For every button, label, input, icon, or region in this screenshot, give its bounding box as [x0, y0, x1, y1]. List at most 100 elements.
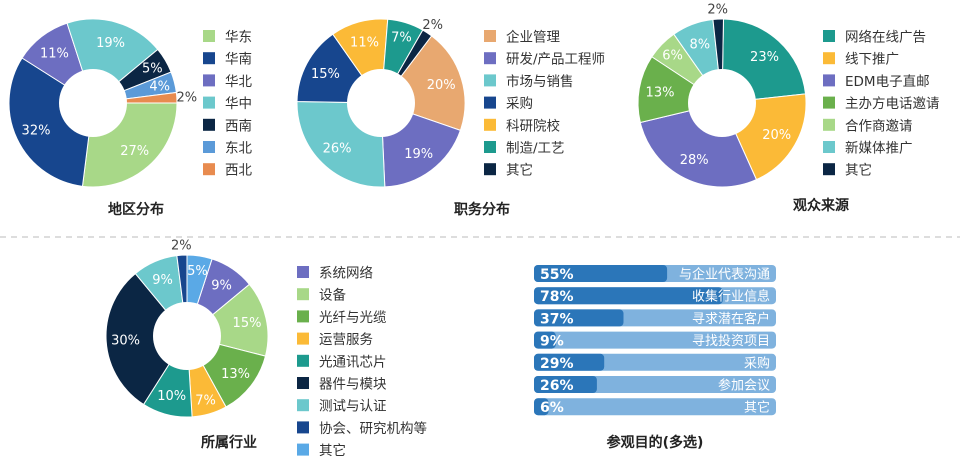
legend-label: 测试与认证: [319, 399, 387, 415]
legend-label: 西南: [225, 118, 252, 134]
job-function-chart: 20% 19% 26% 15% 11% 7% 2% 企业管理研发/产品工程师市场与销售采购科研…: [296, 18, 605, 218]
slice-value-label: 5%: [187, 264, 208, 279]
legend-swatch: [484, 30, 496, 42]
bar-category-label: 其它: [744, 400, 770, 416]
slice-value-label: 11%: [40, 47, 69, 62]
legend-swatch: [203, 118, 215, 131]
legend-swatch: [297, 399, 309, 412]
industry-chart: 9% 15% 13% 7% 10% 30% 9% 2% 5% 系统网络设备光纤与光缆运营服务光通讯…: [105, 239, 427, 459]
slice-value-label: 15%: [311, 67, 340, 82]
legend-label: 企业管理: [506, 29, 560, 46]
legend-label: 华中: [225, 96, 252, 112]
slice-value-label: 13%: [646, 86, 675, 101]
bar-fill: [534, 287, 723, 305]
slice-value-label: 19%: [404, 147, 433, 162]
bar-fill: [534, 331, 556, 349]
legend-label: 新媒体推广: [845, 141, 913, 157]
legend-swatch: [297, 266, 309, 278]
bar-fill: [534, 309, 624, 327]
bar-category-label: 参加会议: [718, 378, 770, 394]
slice-value-label: 32%: [22, 123, 51, 138]
slice-value-label: 8%: [689, 38, 710, 53]
legend-swatch: [203, 96, 215, 109]
bar-category-label: 收集行业信息: [692, 289, 770, 305]
chart-title: 地区分布: [108, 201, 164, 218]
slice-value-label: 11%: [350, 36, 379, 51]
legend-swatch: [203, 52, 215, 65]
legend-label: 华北: [225, 74, 252, 90]
legend-swatch: [823, 141, 835, 153]
legend-label: 西北: [225, 163, 252, 179]
slice-value-label: 28%: [680, 153, 709, 168]
bar-fill: [534, 353, 605, 371]
bar-category-label: 寻找投资项目: [692, 333, 770, 349]
chart-title: 参观目的(多选): [607, 434, 704, 451]
legend-swatch: [203, 163, 215, 176]
donut-hole: [59, 69, 127, 137]
slice-value-label: 23%: [750, 50, 779, 65]
bar-track: [534, 331, 776, 349]
legend-swatch: [823, 96, 835, 109]
slice-value-label: 2%: [422, 18, 443, 33]
slice-value-label: 4%: [149, 79, 170, 94]
legend-label: 光纤与光缆: [319, 310, 387, 326]
legend-swatch: [297, 354, 309, 367]
legend-swatch: [203, 74, 215, 87]
legend-swatch: [823, 74, 835, 87]
slice-value-label: 2%: [171, 239, 192, 254]
legend-label: 线下推广: [845, 52, 899, 68]
bar-category-label: 采购: [744, 355, 770, 371]
legend-label: 其它: [506, 162, 533, 179]
legend-label: 采购: [506, 96, 533, 112]
legend-label: 其它: [319, 442, 346, 459]
legend-label: 光通讯芯片: [319, 354, 387, 370]
slice-value-label: 19%: [96, 36, 125, 51]
legend-label: 科研院校: [506, 117, 560, 134]
legend-swatch: [297, 377, 309, 389]
legend-swatch: [484, 74, 496, 87]
legend-label: 运营服务: [319, 332, 373, 348]
slice-value-label: 2%: [176, 91, 197, 106]
slice-value-label: 20%: [427, 78, 456, 93]
slice-value-label: 26%: [323, 142, 352, 157]
bar-fill: [534, 376, 597, 393]
legend-label: 协会、研究机构等: [319, 420, 427, 437]
legend-label: 合作商邀请: [845, 118, 913, 134]
donut-hole: [688, 69, 756, 137]
bar-value-label: 29%: [540, 356, 574, 372]
slice-value-label: 15%: [233, 316, 262, 331]
bar-value-label: 26%: [540, 378, 574, 394]
legend-swatch: [823, 163, 835, 176]
slice-value-label: 13%: [221, 367, 250, 382]
legend-label: 制造/工艺: [506, 141, 565, 157]
legend-swatch: [203, 141, 215, 153]
legend-label: 市场与销售: [506, 73, 574, 90]
slice-value-label: 27%: [120, 144, 149, 159]
bar-category-label: 与企业代表沟通: [679, 267, 770, 283]
legend-swatch: [484, 52, 496, 65]
legend-swatch: [484, 118, 496, 131]
bar-value-label: 9%: [540, 334, 564, 350]
chart-title: 职务分布: [454, 201, 510, 218]
legend-swatch: [823, 118, 835, 131]
bar-fill: [534, 398, 549, 416]
legend-label: 东北: [225, 141, 252, 157]
slice-value-label: 6%: [662, 49, 683, 64]
slice-value-label: 30%: [111, 333, 140, 348]
slice-value-label: 5%: [142, 61, 163, 76]
legend-label: 器件与模块: [319, 377, 387, 393]
legend-swatch: [297, 288, 309, 301]
legend-swatch: [484, 141, 496, 153]
donut-hole: [153, 302, 221, 370]
legend-label: 研发/产品工程师: [506, 52, 605, 68]
legend-label: 华东: [225, 30, 252, 46]
chart-title: 观众来源: [793, 197, 849, 214]
legend-label: 其它: [845, 162, 872, 179]
legend-swatch: [203, 30, 215, 42]
legend-swatch: [297, 332, 309, 345]
legend-label: EDM电子直邮: [845, 74, 930, 90]
slice-value-label: 7%: [391, 31, 412, 46]
